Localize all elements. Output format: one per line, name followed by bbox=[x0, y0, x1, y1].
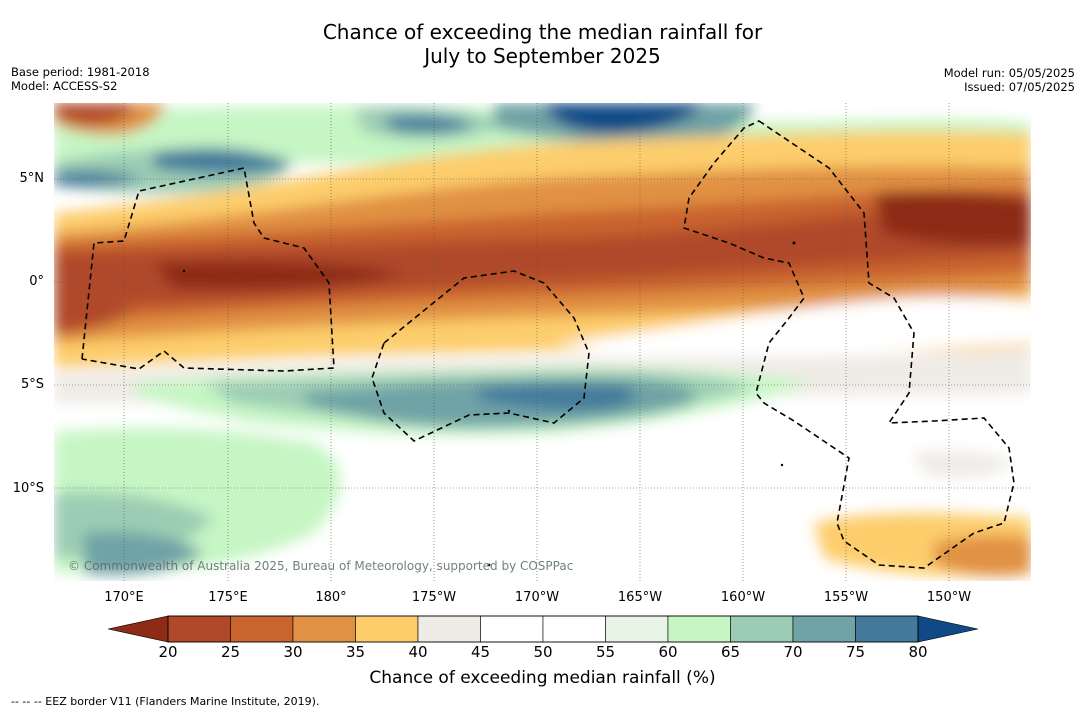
islands bbox=[182, 241, 796, 567]
colorbar-extend-low bbox=[108, 615, 169, 643]
lon-label-165w: 165°W bbox=[617, 590, 663, 605]
rainfall-field bbox=[54, 103, 1031, 581]
lon-label-175w: 175°W bbox=[411, 590, 457, 605]
colorbar-cell bbox=[855, 615, 919, 643]
lon-label-170e: 170°E bbox=[104, 590, 144, 605]
lat-label-5n: 5°N bbox=[19, 171, 45, 186]
title-line-2: July to September 2025 bbox=[424, 44, 661, 68]
colorbar-tick-label: 65 bbox=[720, 643, 741, 661]
lon-label-170w: 170°W bbox=[514, 590, 560, 605]
lat-label-0: 0° bbox=[29, 274, 44, 289]
colorbar-cell bbox=[230, 615, 294, 643]
lat-label-10s: 10°S bbox=[12, 481, 44, 496]
colorbar-tick-label: 60 bbox=[658, 643, 678, 661]
colorbar-label: Chance of exceeding median rainfall (%) bbox=[369, 668, 716, 688]
lon-label-155w: 155°W bbox=[823, 590, 869, 605]
colorbar-cell bbox=[730, 615, 794, 643]
colorbar-tick-label: 55 bbox=[595, 643, 616, 661]
colorbar-extend-high bbox=[917, 615, 978, 643]
rainfall-map: © Commonwealth of Australia 2025, Bureau… bbox=[54, 103, 1031, 581]
colorbar-cell bbox=[167, 615, 231, 643]
colorbar-cell bbox=[605, 615, 669, 643]
colorbar-tick-label: 30 bbox=[283, 643, 303, 661]
eez-borders bbox=[81, 120, 1015, 569]
colorbar-cell bbox=[292, 615, 356, 643]
model-name: Model: ACCESS-S2 bbox=[11, 79, 118, 93]
run-info: Model run: 05/05/2025 Issued: 07/05/2025 bbox=[944, 66, 1075, 94]
colorbar-tick-label: 35 bbox=[345, 643, 366, 661]
colorbar-cell bbox=[355, 615, 419, 643]
map-title: Chance of exceeding the median rainfall … bbox=[0, 20, 1085, 68]
colorbar-cell bbox=[792, 615, 856, 643]
colorbar-tick-label: 50 bbox=[533, 643, 553, 661]
lon-label-160w: 160°W bbox=[720, 590, 766, 605]
copyright-watermark: © Commonwealth of Australia 2025, Bureau… bbox=[68, 559, 574, 573]
issued-date: Issued: 07/05/2025 bbox=[964, 80, 1075, 94]
lat-label-5s: 5°S bbox=[20, 377, 44, 392]
colorbar-tick-label: 40 bbox=[408, 643, 428, 661]
probability-bands bbox=[54, 103, 1031, 577]
colorbar-cell bbox=[480, 615, 544, 643]
model-info: Base period: 1981-2018 Model: ACCESS-S2 bbox=[11, 65, 150, 93]
graticule bbox=[54, 103, 1031, 581]
eez-footnote: -- -- -- EEZ border V11 (Flanders Marine… bbox=[11, 695, 320, 708]
lon-label-175e: 175°E bbox=[208, 590, 248, 605]
colorbar-cell bbox=[417, 615, 481, 643]
colorbar-cell bbox=[542, 615, 606, 643]
model-run-date: Model run: 05/05/2025 bbox=[943, 66, 1075, 80]
colorbar-tick-label: 20 bbox=[158, 643, 178, 661]
title-line-1: Chance of exceeding the median rainfall … bbox=[322, 20, 763, 44]
colorbar-tick-label: 70 bbox=[783, 643, 803, 661]
lon-label-150w: 150°W bbox=[926, 590, 972, 605]
colorbar-tick-label: 25 bbox=[220, 643, 241, 661]
base-period: Base period: 1981-2018 bbox=[11, 65, 150, 79]
colorbar bbox=[108, 615, 978, 643]
colorbar-tick-label: 45 bbox=[470, 643, 491, 661]
colorbar-cell bbox=[667, 615, 731, 643]
lon-label-180: 180° bbox=[315, 590, 347, 605]
colorbar-tick-label: 80 bbox=[908, 643, 928, 661]
colorbar-tick-label: 75 bbox=[845, 643, 866, 661]
